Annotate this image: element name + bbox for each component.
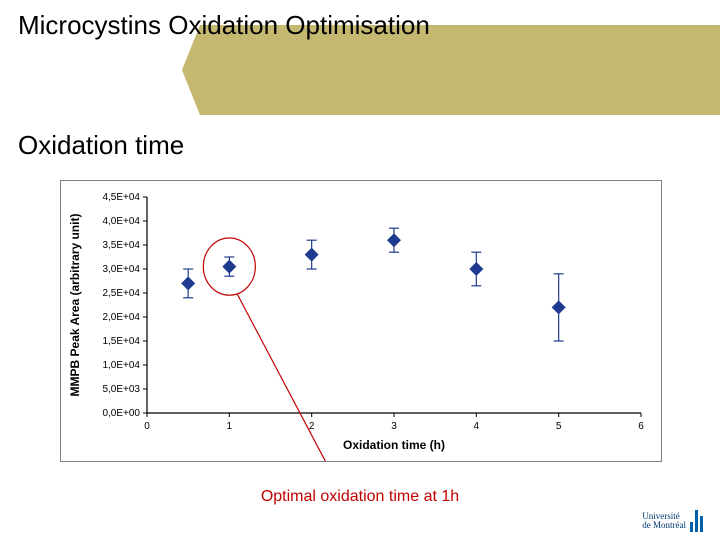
y-tick-label: 4,0E+04 [102, 216, 140, 227]
x-tick-label: 0 [144, 421, 150, 432]
data-point [305, 248, 319, 262]
data-point [387, 233, 401, 247]
x-tick-label: 1 [227, 421, 233, 432]
y-tick-label: 3,5E+04 [102, 240, 140, 251]
y-axis-label: MMPB Peak Area (arbitrary unit) [68, 214, 82, 397]
university-logo: Université de Montréal [642, 510, 706, 532]
caption: Optimal oxidation time at 1h [0, 488, 720, 506]
highlight-arrow [237, 294, 339, 461]
y-tick-label: 1,0E+04 [102, 360, 140, 371]
y-tick-label: 0,0E+00 [102, 408, 140, 419]
data-point [222, 260, 236, 274]
chart: 0,0E+00 5,0E+03 1,0E+04 1,5E+04 2,0E+04 2,5E+… [60, 180, 662, 462]
data-point [469, 262, 483, 276]
x-tick-label: 4 [474, 421, 480, 432]
logo-icon [690, 510, 706, 532]
chart-svg: 0,0E+00 5,0E+03 1,0E+04 1,5E+04 2,0E+04 2,5E+… [61, 181, 661, 461]
slide-title: Microcystins Oxidation Optimisation [18, 10, 430, 41]
x-tick-label: 5 [556, 421, 562, 432]
x-tick-label: 6 [638, 421, 644, 432]
slide-subtitle: Oxidation time [18, 130, 184, 161]
y-tick-label: 4,5E+04 [102, 192, 140, 203]
x-tick-label: 3 [391, 421, 397, 432]
y-tick-label: 2,0E+04 [102, 312, 140, 323]
y-tick-label: 1,5E+04 [102, 336, 140, 347]
data-point [552, 300, 566, 314]
y-tick-label: 3,0E+04 [102, 264, 140, 275]
y-tick-label: 5,0E+03 [102, 384, 140, 395]
data-point [181, 276, 195, 290]
x-axis-label: Oxidation time (h) [343, 438, 445, 452]
logo-text-bottom: de Montréal [642, 521, 686, 530]
y-tick-label: 2,5E+04 [102, 288, 140, 299]
